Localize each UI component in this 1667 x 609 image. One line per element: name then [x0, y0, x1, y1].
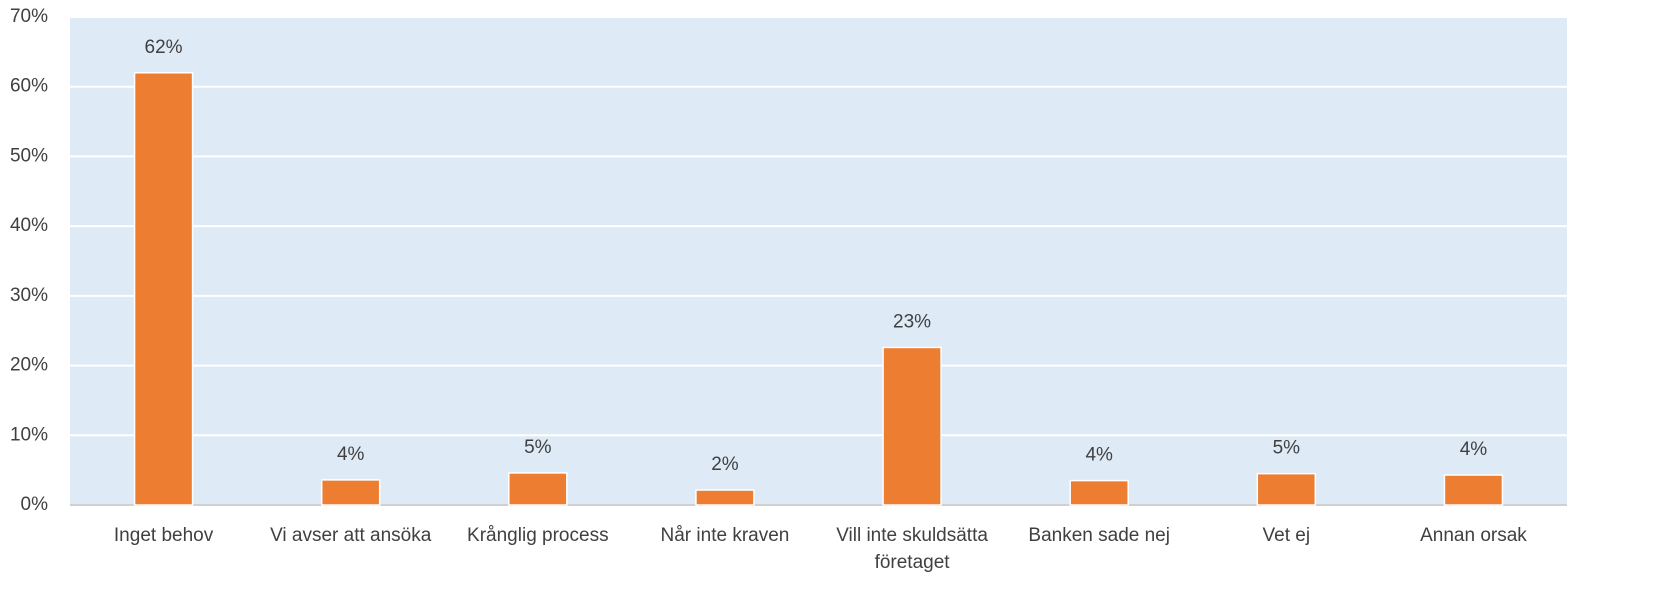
x-tick-label: Inget behov	[113, 525, 214, 546]
x-tick-label: Vill inte skuldsätta företaget	[836, 525, 988, 573]
y-tick-label: 70%	[10, 6, 48, 27]
x-tick-label: Krånglig process	[467, 525, 609, 546]
y-tick-label: 0%	[21, 494, 49, 515]
x-tick-label: Annan orsak	[1420, 525, 1527, 546]
x-tick-label: Vet ej	[1262, 525, 1311, 546]
y-tick-label: 40%	[10, 215, 48, 236]
x-tick-label: Vi avser att ansöka	[270, 525, 432, 546]
y-tick-label: 10%	[10, 424, 48, 445]
plot-area	[70, 17, 1567, 505]
bar	[320, 479, 381, 506]
bar	[1069, 479, 1129, 506]
data-label: 4%	[1085, 445, 1113, 466]
data-label: 5%	[1273, 438, 1301, 459]
x-tick-label: Banken sade nej	[1028, 525, 1170, 546]
data-label: 5%	[524, 437, 552, 458]
bar	[1443, 474, 1504, 506]
bar	[508, 472, 568, 506]
bar	[1256, 472, 1317, 506]
y-tick-label: 60%	[10, 76, 48, 97]
bar	[133, 72, 194, 506]
x-tick-label: Når inte kraven	[660, 525, 790, 546]
y-tick-label: 20%	[10, 355, 48, 376]
data-label: 2%	[711, 454, 739, 475]
y-tick-label: 50%	[10, 145, 48, 166]
data-label: 4%	[337, 444, 365, 465]
y-tick-label: 30%	[10, 285, 48, 306]
data-label: 4%	[1460, 439, 1488, 460]
bar	[695, 489, 755, 506]
bar	[882, 346, 942, 506]
data-label: 23%	[893, 311, 931, 332]
data-label: 62%	[145, 37, 183, 58]
